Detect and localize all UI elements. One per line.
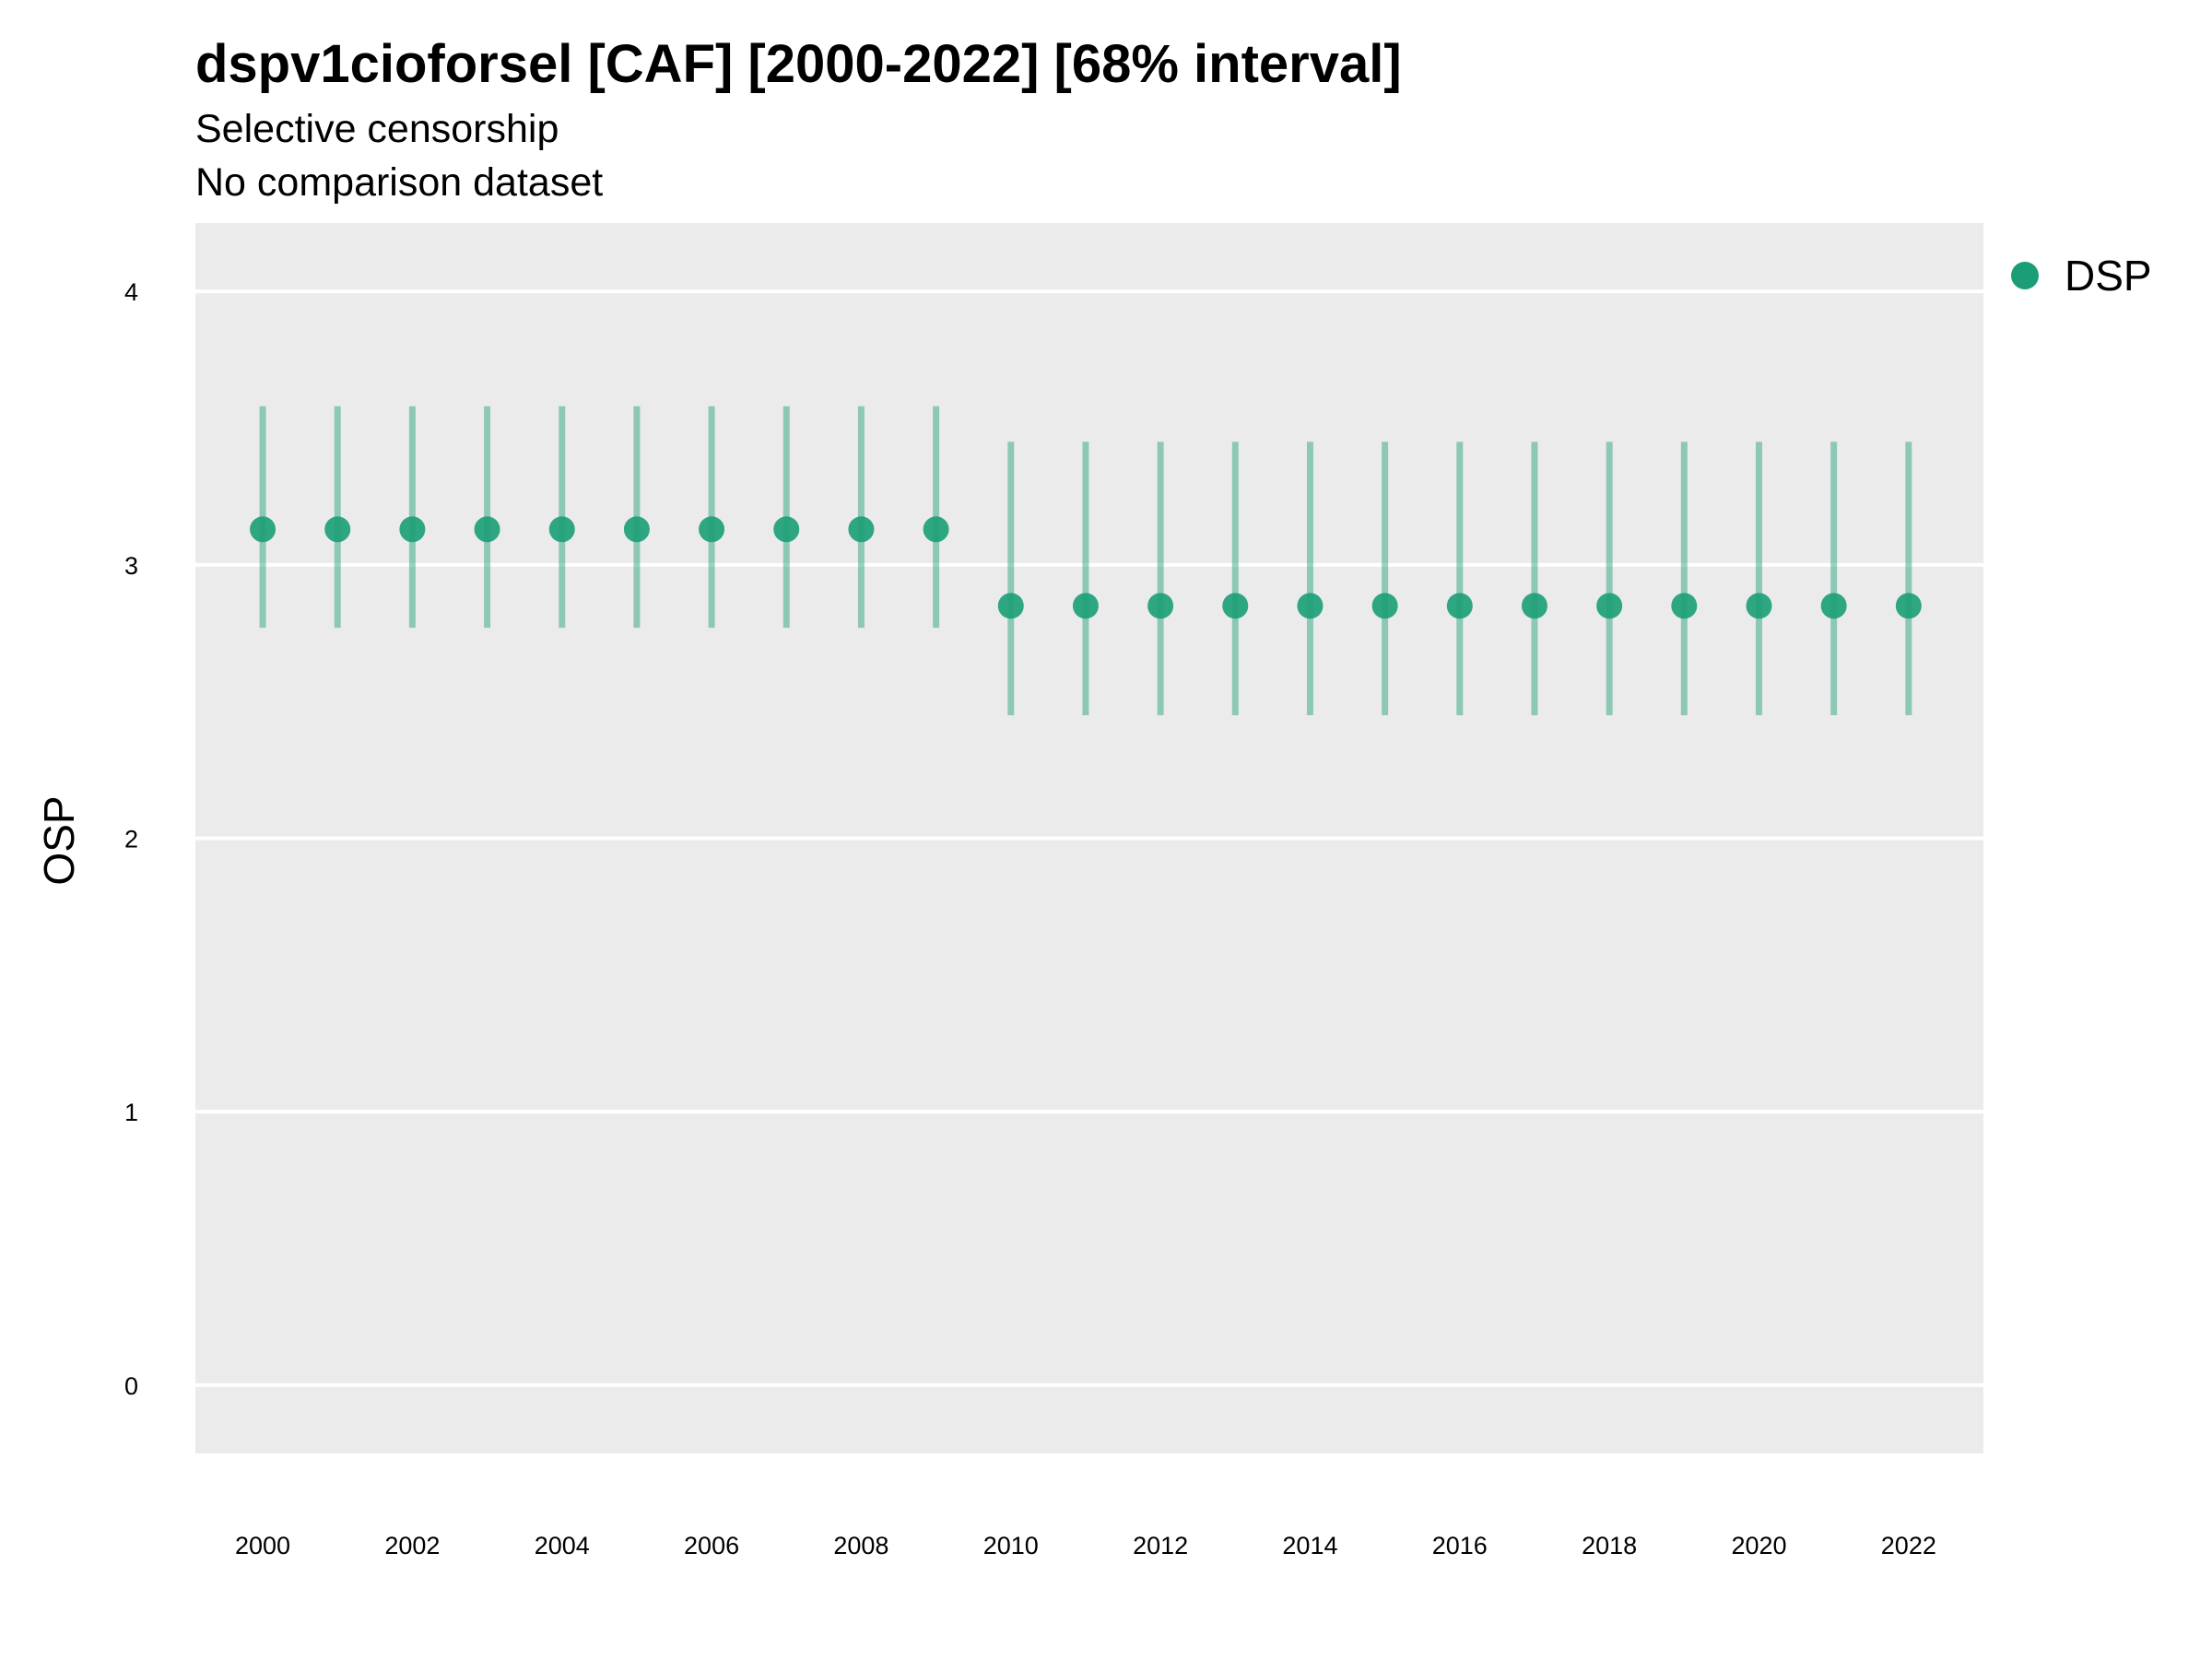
y-tick-label: 1 [124,1099,138,1126]
x-tick-label: 2010 [983,1532,1039,1559]
data-point [1147,593,1174,619]
data-point [474,516,500,543]
x-tick-label: 2022 [1881,1532,1936,1559]
x-tick-label: 2004 [535,1532,590,1559]
data-point [1297,593,1324,619]
data-point [997,593,1024,619]
data-point [1671,593,1698,619]
data-point [1072,593,1099,619]
legend-label-dsp: DSP [2065,252,2152,300]
data-point [1596,593,1623,619]
data-point [1746,593,1772,619]
data-point [1371,593,1398,619]
x-tick-label: 2002 [384,1532,440,1559]
chart-subtitle: Selective censorship [195,107,559,151]
data-point [923,516,949,543]
x-tick-label: 2012 [1133,1532,1188,1559]
legend: DSP [2011,251,2152,300]
x-tick-label: 2016 [1432,1532,1488,1559]
legend-key-dsp [2011,262,2039,289]
y-tick-label: 0 [124,1372,138,1400]
data-point [1820,593,1847,619]
data-point [848,516,875,543]
data-point [548,516,575,543]
x-tick-label: 2020 [1731,1532,1786,1559]
y-tick-label: 3 [124,552,138,580]
x-tick-label: 2014 [1282,1532,1337,1559]
data-point [250,516,276,543]
chart-subtitle-secondary: No comparison dataset [195,160,604,205]
data-point [773,516,800,543]
data-point [1446,593,1473,619]
y-tick-label: 2 [124,826,138,853]
data-point [1895,593,1922,619]
data-point [399,516,426,543]
x-tick-label: 2018 [1582,1532,1637,1559]
data-point [1222,593,1249,619]
data-point [699,516,725,543]
data-point [324,516,351,543]
data-point [1521,593,1547,619]
data-point [623,516,650,543]
x-tick-label: 2000 [235,1532,290,1559]
y-tick-label: 4 [124,278,138,306]
x-tick-label: 2008 [833,1532,888,1559]
chart-title: dspv1cioforsel [CAF] [2000-2022] [68% in… [195,34,1402,94]
x-tick-label: 2006 [684,1532,739,1559]
